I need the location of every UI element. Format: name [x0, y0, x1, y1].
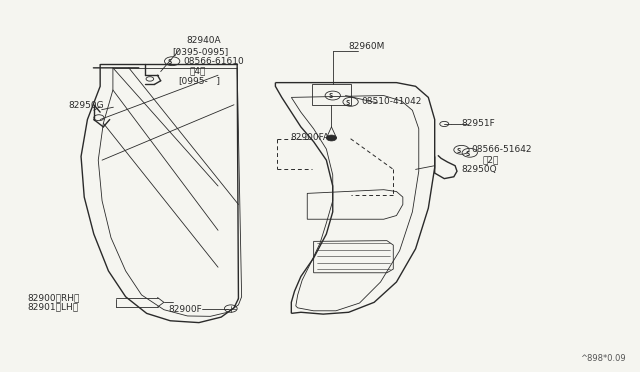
- Text: （2）: （2）: [483, 155, 499, 164]
- Text: S: S: [168, 59, 172, 65]
- Text: [0995-: [0995-: [178, 76, 207, 85]
- Text: 08566-61610: 08566-61610: [183, 57, 244, 66]
- Text: 82900F: 82900F: [168, 305, 202, 314]
- Text: 82950G: 82950G: [68, 101, 104, 110]
- Text: S: S: [465, 151, 469, 157]
- Text: ]: ]: [205, 76, 220, 85]
- Text: 82951F: 82951F: [461, 119, 495, 128]
- Text: S: S: [346, 100, 350, 106]
- Text: S: S: [457, 148, 461, 154]
- Text: ^898*0.09: ^898*0.09: [580, 354, 626, 363]
- Text: S: S: [328, 93, 332, 99]
- Text: 08566-51642: 08566-51642: [472, 145, 532, 154]
- Text: 82950Q: 82950Q: [461, 164, 497, 173]
- Text: 82940A: 82940A: [186, 36, 221, 45]
- Text: （4）: （4）: [189, 66, 205, 75]
- Text: 82901（LH）: 82901（LH）: [27, 302, 78, 312]
- Text: 82960M: 82960M: [349, 42, 385, 51]
- Text: 82900（RH）: 82900（RH）: [27, 293, 79, 302]
- Text: [0395-0995]: [0395-0995]: [172, 47, 228, 56]
- Circle shape: [326, 135, 337, 141]
- Text: 08510-41042: 08510-41042: [362, 97, 422, 106]
- Text: 82900FA: 82900FA: [290, 133, 329, 142]
